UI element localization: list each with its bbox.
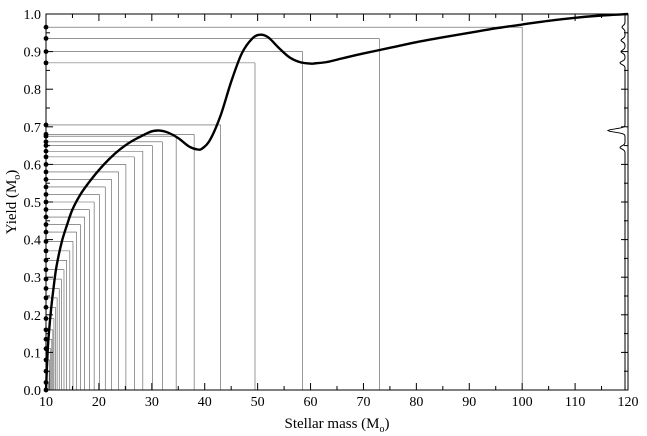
x-axis-label: Stellar mass (Mo) — [285, 416, 390, 435]
y-axis-unit-sub: o — [12, 175, 23, 180]
x-tick-label: 10 — [39, 395, 53, 410]
plot-frame — [45, 13, 629, 391]
x-axis-label-text: Stellar mass — [285, 416, 358, 432]
y-tick-label: 0.2 — [24, 309, 42, 324]
yield-curve — [44, 12, 629, 391]
x-tick-label: 90 — [462, 395, 476, 410]
sample-guide-lines — [46, 26, 523, 391]
axis-ticks: 10 20 30 40 50 60 70 80 90 100 110 120 0.0 0.1 0.2 0.3 0… — [24, 8, 639, 410]
x-tick-label: 20 — [92, 395, 106, 410]
y-tick-label: 0.7 — [24, 121, 42, 136]
x-axis-unit-sub: o — [380, 424, 385, 435]
x-tick-label: 100 — [512, 395, 533, 410]
y-axis-label: Yield (Mo) — [4, 170, 23, 235]
y-axis-unit: M — [4, 180, 20, 193]
y-tick-label: 0.8 — [24, 83, 42, 98]
x-tick-label: 60 — [304, 395, 318, 410]
y-tick-label: 0.3 — [24, 271, 42, 286]
x-tick-label: 30 — [145, 395, 159, 410]
x-tick-label: 50 — [251, 395, 265, 410]
x-tick-label: 110 — [565, 395, 585, 410]
x-axis-unit: M — [366, 416, 379, 432]
yield-curve-layer — [44, 12, 629, 391]
x-tick-label: 40 — [198, 395, 212, 410]
x-tick-label: 70 — [356, 395, 370, 410]
y-tick-label: 1.0 — [24, 8, 42, 23]
y-axis-label-text: Yield — [4, 201, 20, 234]
y-tick-label: 0.4 — [24, 234, 42, 249]
y-tick-label: 0.9 — [24, 46, 42, 61]
y-tick-label: 0.0 — [24, 384, 42, 399]
x-tick-label: 120 — [618, 395, 639, 410]
y-tick-label: 0.1 — [24, 346, 42, 361]
y-tick-label: 0.5 — [24, 196, 42, 211]
y-tick-label: 0.6 — [24, 158, 42, 173]
x-tick-label: 80 — [409, 395, 423, 410]
